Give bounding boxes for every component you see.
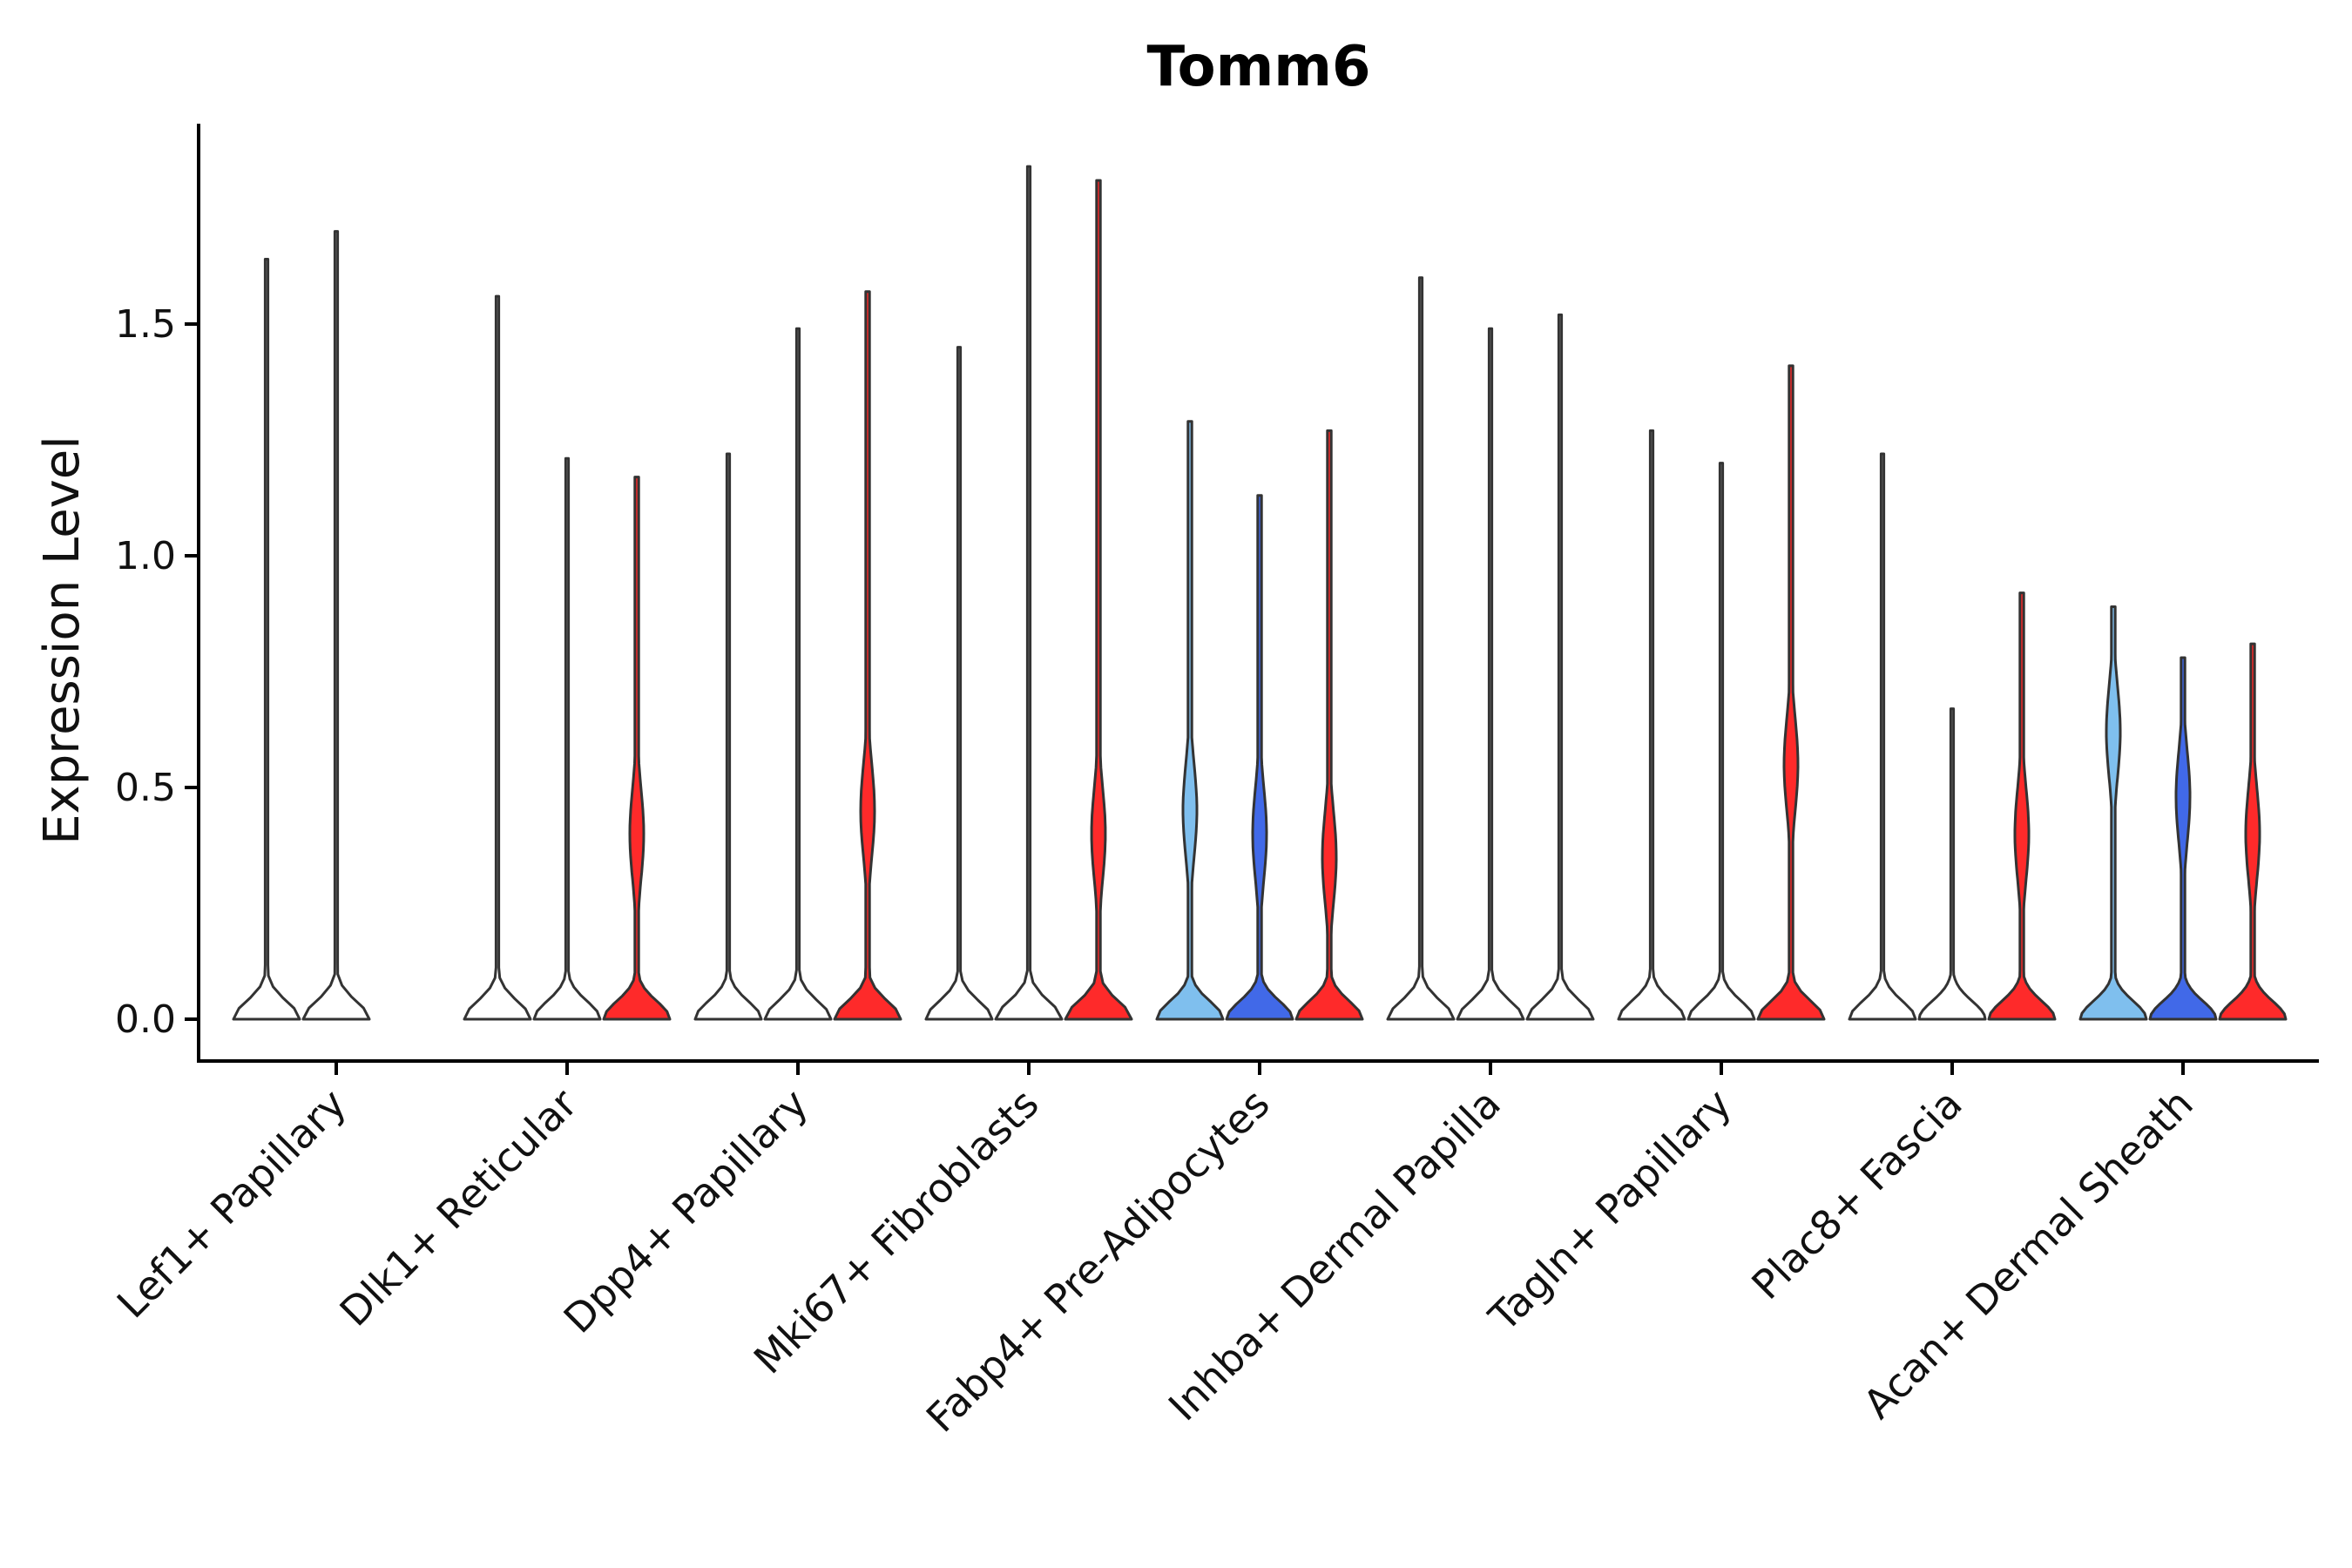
violin-group-1-cat-0 <box>232 258 301 1021</box>
violin-group-2-cat-8 <box>2148 656 2218 1021</box>
violin-group-3-cat-7 <box>1987 591 2057 1021</box>
violin-group-1-cat-6 <box>1617 429 1686 1021</box>
x-tick-label-7: Plac8+ Fascia <box>1742 1080 1970 1308</box>
y-tick-label-1: 0.5 <box>115 766 176 810</box>
violin-group-3-cat-4 <box>1294 429 1364 1021</box>
violin-group-3-cat-6 <box>1756 364 1826 1021</box>
x-tick-label-2: Dpp4+ Papillary <box>555 1080 817 1342</box>
violin-group-2-cat-1 <box>532 456 602 1021</box>
violin-group-3-cat-8 <box>2218 642 2288 1021</box>
violin-group-3-cat-3 <box>1064 179 1133 1021</box>
violin-group-2-cat-4 <box>1225 494 1294 1021</box>
violin-group-1-cat-5 <box>1386 276 1456 1021</box>
violin-group-3-cat-5 <box>1525 313 1595 1021</box>
x-tick-label-0: Lef1+ Papillary <box>108 1080 355 1328</box>
y-ticks: 0.0 0.5 1.0 1.5 <box>115 302 199 1042</box>
violin-group-1-cat-1 <box>463 294 532 1021</box>
violin-group-3-cat-1 <box>602 476 672 1021</box>
y-tick-label-2: 1.0 <box>115 534 176 578</box>
violin-group-1-cat-3 <box>924 346 994 1021</box>
violin-group-2-cat-2 <box>763 327 833 1021</box>
violin-group-2-cat-6 <box>1686 462 1756 1021</box>
y-tick-label-0: 0.0 <box>115 997 176 1042</box>
violin-group-3-cat-2 <box>833 290 902 1021</box>
violin-group-1-cat-2 <box>693 452 763 1021</box>
violin-group-2-cat-3 <box>994 165 1064 1021</box>
violins-layer <box>232 165 2288 1021</box>
violin-group-1-cat-4 <box>1155 420 1225 1021</box>
violin-group-2-cat-5 <box>1456 327 1525 1021</box>
violin-group-2-cat-0 <box>301 230 371 1021</box>
x-tick-label-1: Dlk1+ Reticular <box>331 1080 586 1335</box>
x-tick-label-6: Tagln+ Papillary <box>1479 1080 1740 1342</box>
y-axis-label: Expression Level <box>34 436 91 845</box>
violin-group-1-cat-7 <box>1848 452 1917 1021</box>
chart-title: Tomm6 <box>1146 35 1370 99</box>
violin-group-1-cat-8 <box>2078 605 2148 1021</box>
y-tick-label-3: 1.5 <box>115 302 176 347</box>
violin-group-2-cat-7 <box>1917 707 1987 1021</box>
